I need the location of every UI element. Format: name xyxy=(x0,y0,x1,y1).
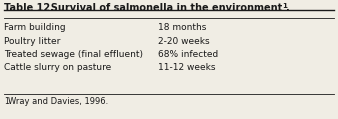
Text: Cattle slurry on pasture: Cattle slurry on pasture xyxy=(4,64,111,72)
Text: Farm building: Farm building xyxy=(4,23,66,32)
Text: 2-20 weeks: 2-20 weeks xyxy=(158,37,210,45)
Text: 11-12 weeks: 11-12 weeks xyxy=(158,64,216,72)
Text: Wray and Davies, 1996.: Wray and Davies, 1996. xyxy=(8,97,108,106)
Text: Survival of salmonella in the environment: Survival of salmonella in the environmen… xyxy=(44,3,282,13)
Text: 1: 1 xyxy=(4,97,9,106)
Text: 18 months: 18 months xyxy=(158,23,207,32)
Text: 1: 1 xyxy=(282,3,287,9)
Text: Table 12.: Table 12. xyxy=(4,3,54,13)
Text: Treated sewage (final effluent): Treated sewage (final effluent) xyxy=(4,50,143,59)
Text: 68% infected: 68% infected xyxy=(158,50,218,59)
Text: Poultry litter: Poultry litter xyxy=(4,37,61,45)
Text: .: . xyxy=(286,3,290,13)
